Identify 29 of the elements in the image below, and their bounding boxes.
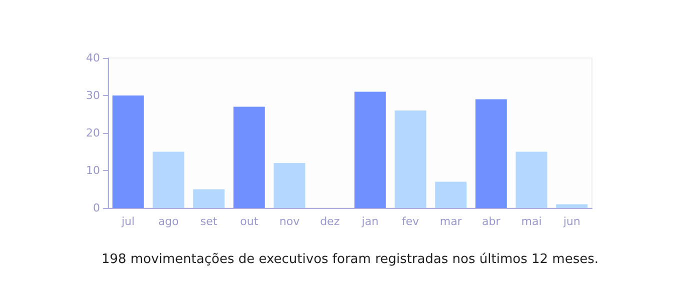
bar: [475, 99, 507, 208]
x-tick-label: out: [240, 215, 259, 228]
x-tick-label: mar: [440, 215, 462, 228]
bar: [112, 96, 144, 208]
x-tick-label: jul: [120, 215, 135, 228]
x-tick-label: jun: [562, 215, 580, 228]
x-tick-label: ago: [158, 215, 179, 228]
x-tick-label: dez: [320, 215, 340, 228]
bar: [394, 110, 426, 208]
bar: [152, 152, 184, 208]
x-tick-label: mai: [521, 215, 542, 228]
x-tick-label: jan: [360, 215, 379, 228]
bar: [354, 92, 386, 208]
bar: [193, 189, 225, 208]
y-tick-label: 0: [93, 202, 100, 214]
bar: [516, 152, 548, 208]
x-tick-label: abr: [482, 215, 501, 228]
bar: [556, 204, 588, 208]
x-tick-label: nov: [279, 215, 300, 228]
y-tick-label: 20: [86, 126, 100, 140]
bar: [233, 106, 265, 208]
y-tick-label: 30: [86, 89, 100, 102]
y-tick-label: 40: [86, 52, 100, 64]
y-tick-label: 10: [86, 164, 100, 177]
bar: [435, 182, 467, 208]
x-tick-label: fev: [402, 215, 420, 228]
x-tick-label: set: [200, 215, 218, 228]
bar: [274, 163, 306, 208]
text: 198 movimentações de executivos foram registradas nos últimos 12 meses.: [102, 252, 598, 267]
